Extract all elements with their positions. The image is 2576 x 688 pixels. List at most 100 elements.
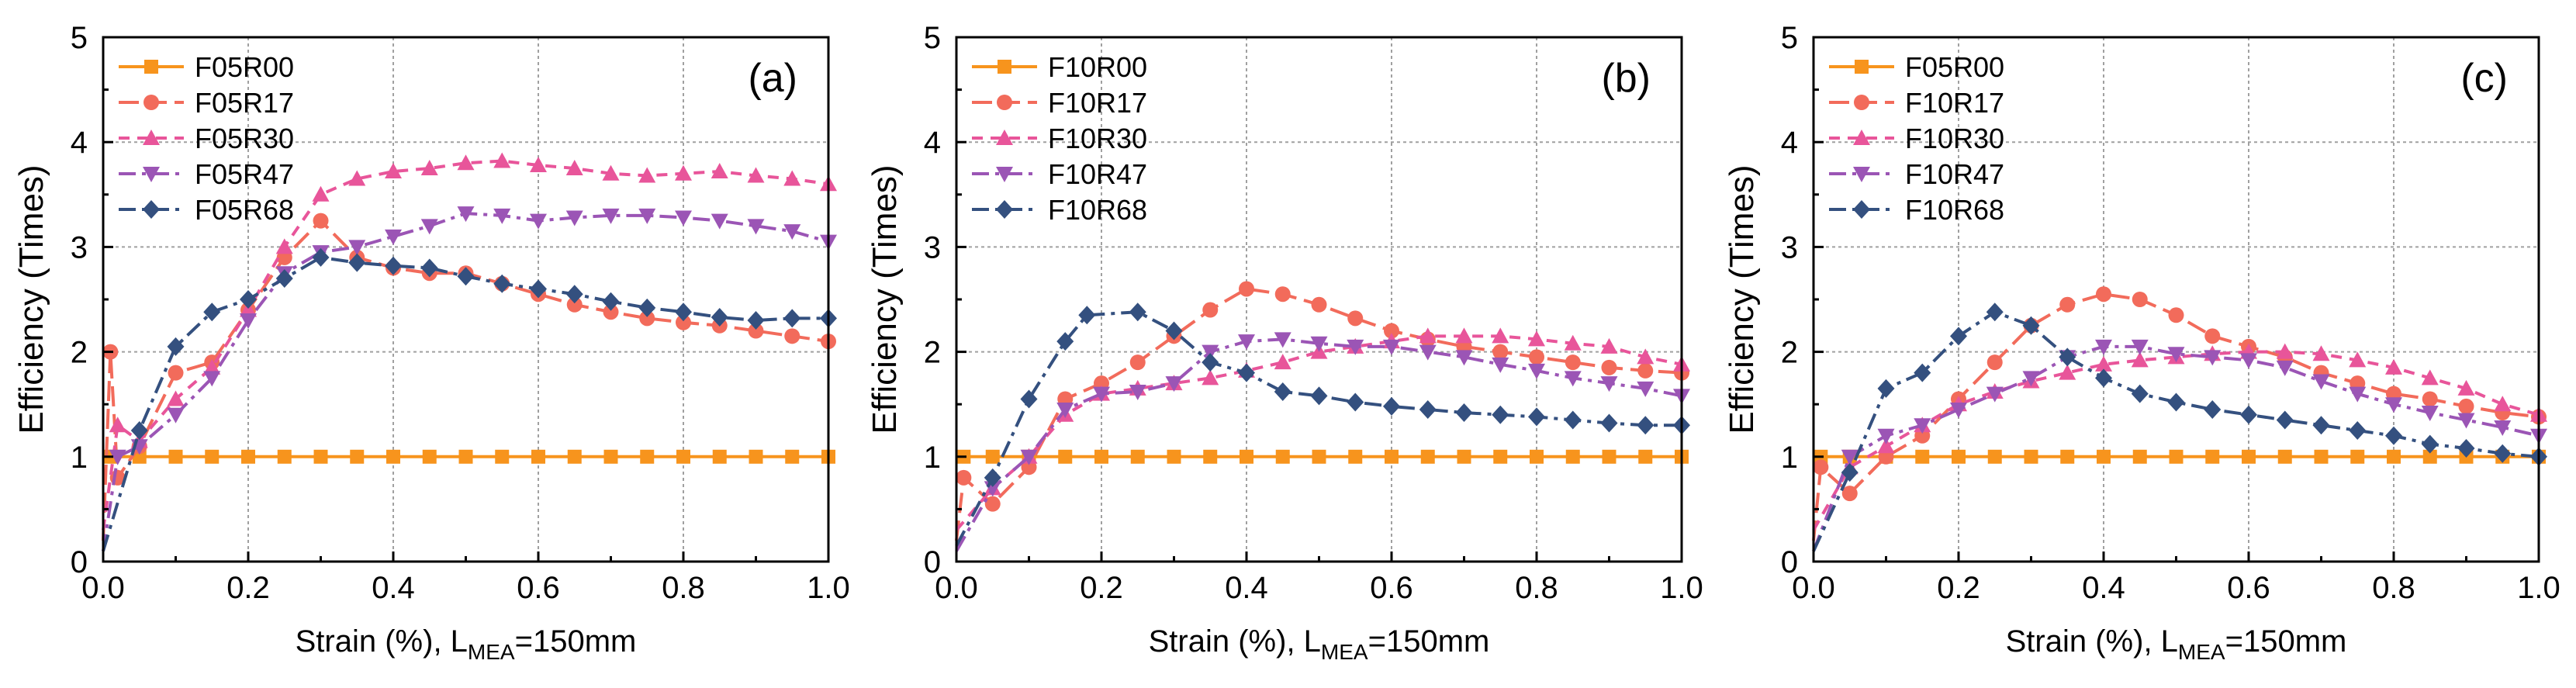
data-point — [1877, 379, 1895, 398]
series-line — [955, 310, 1682, 547]
x-tick-label: 0.6 — [517, 571, 560, 605]
data-point — [530, 279, 547, 299]
data-point — [1638, 449, 1653, 464]
series-f10r47 — [955, 332, 1690, 552]
data-point — [1841, 463, 1859, 482]
data-point — [2276, 343, 2294, 359]
data-point — [2131, 351, 2149, 368]
data-point — [313, 449, 328, 464]
legend-marker — [143, 130, 160, 145]
legend-label: F10R30 — [1048, 123, 1147, 154]
legend-entry: F10R17 — [972, 87, 1147, 119]
series-f10r30 — [955, 327, 1690, 531]
data-point — [749, 449, 763, 464]
data-point — [1950, 402, 1967, 418]
data-point — [783, 224, 801, 240]
data-point — [420, 160, 438, 175]
data-point — [1078, 306, 1096, 325]
data-point — [956, 469, 972, 486]
data-point — [205, 449, 220, 464]
y-tick-label: 2 — [71, 336, 88, 370]
data-point — [167, 407, 185, 424]
data-point — [2167, 347, 2185, 363]
series-line — [1812, 344, 2540, 552]
data-point — [1457, 449, 1471, 464]
legend-marker — [998, 60, 1011, 74]
legend-marker — [996, 167, 1013, 182]
data-point — [1841, 486, 1858, 502]
data-point — [1528, 407, 1545, 427]
data-point — [1274, 332, 1291, 348]
data-point — [2312, 374, 2330, 390]
data-point — [1274, 354, 1291, 370]
data-point — [1165, 321, 1183, 341]
data-point — [1455, 327, 1473, 344]
data-point — [1492, 344, 1509, 360]
data-point — [1530, 449, 1544, 464]
data-point — [1602, 449, 1616, 464]
data-point — [2204, 399, 2222, 419]
data-point — [1986, 386, 2004, 403]
data-point — [348, 170, 366, 186]
data-point — [2421, 406, 2439, 422]
y-tick-label: 5 — [71, 21, 88, 55]
data-point — [1637, 416, 1655, 435]
data-point — [2096, 286, 2111, 303]
data-point — [1564, 334, 1582, 351]
x-tick-label: 0.0 — [1792, 571, 1835, 605]
data-point — [458, 449, 473, 464]
legend-label: F10R68 — [1048, 194, 1147, 226]
data-point — [2422, 449, 2437, 464]
data-point — [747, 219, 765, 235]
data-point — [2167, 392, 2185, 412]
legend-label: F10R47 — [1905, 158, 2004, 190]
data-point — [275, 268, 293, 288]
legend-entry: F10R47 — [972, 158, 1147, 190]
data-point — [2240, 353, 2257, 369]
data-point — [203, 303, 221, 322]
data-point — [1877, 428, 1895, 444]
data-point — [711, 163, 728, 179]
data-point — [1564, 371, 1582, 387]
y-tick-label: 5 — [1781, 21, 1798, 55]
data-point — [565, 160, 583, 175]
data-point — [2494, 396, 2512, 412]
y-axis-label: Efficiency (Times) — [1723, 164, 1761, 434]
data-point — [1348, 449, 1363, 464]
legend-label: F10R17 — [1048, 87, 1147, 119]
x-tick-label: 1.0 — [807, 571, 850, 605]
series-f05r47 — [102, 206, 837, 551]
x-tick-label: 0.4 — [1225, 571, 1268, 605]
data-point — [109, 417, 126, 433]
data-point — [2024, 449, 2038, 464]
data-point — [2132, 292, 2148, 307]
data-point — [565, 285, 583, 304]
data-point — [422, 449, 437, 464]
data-point — [2421, 369, 2439, 385]
data-point — [2204, 350, 2222, 366]
y-axis-label: Efficiency (Times) — [866, 164, 904, 434]
data-point — [2240, 405, 2257, 424]
data-point — [1202, 344, 1219, 361]
data-point — [312, 247, 330, 267]
series-f10r68 — [1812, 303, 2547, 552]
data-point — [747, 311, 765, 330]
legend: F05R00 F10R17 F10R30 F10R47 F10R68 — [1829, 51, 2004, 226]
data-point — [1637, 381, 1655, 397]
series-f05r68 — [102, 247, 837, 552]
data-point — [1600, 413, 1618, 433]
legend-label: F05R17 — [195, 87, 294, 119]
data-point — [603, 449, 618, 464]
series-line — [102, 219, 829, 541]
data-point — [2276, 360, 2294, 376]
data-point — [1529, 349, 1544, 365]
data-point — [2131, 384, 2149, 403]
data-point — [385, 256, 402, 275]
legend-marker — [143, 200, 160, 219]
data-point — [603, 304, 619, 320]
series-f10r47 — [1812, 339, 2547, 552]
data-point — [1385, 449, 1399, 464]
legend-marker — [996, 200, 1013, 219]
x-tick-label: 0.8 — [662, 571, 705, 605]
data-point — [312, 185, 330, 202]
